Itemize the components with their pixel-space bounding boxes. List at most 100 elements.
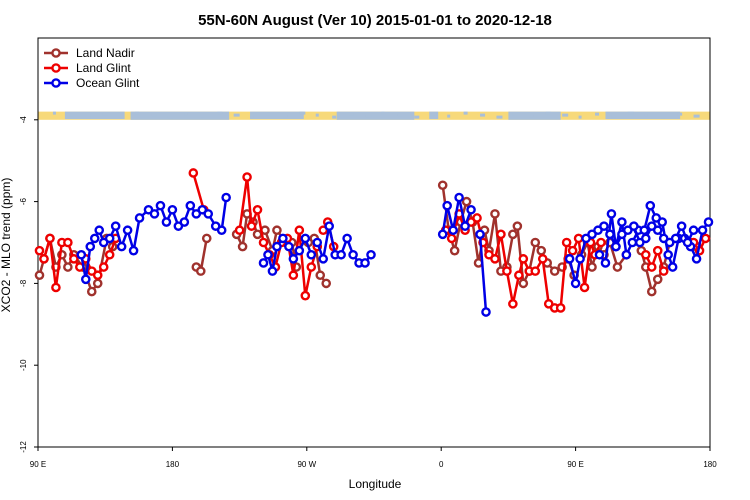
- data-point: [437, 180, 448, 191]
- data-point: [449, 245, 460, 256]
- legend-marker: [51, 48, 61, 58]
- strip-ocean-fleck: [447, 114, 451, 118]
- data-point: [640, 233, 651, 244]
- strip-ocean-fleck: [299, 111, 306, 115]
- data-point: [63, 237, 73, 248]
- series-land-glint: [34, 168, 711, 313]
- data-point: [360, 258, 370, 268]
- strip-ocean-fleck: [233, 113, 240, 117]
- data-point: [490, 209, 500, 219]
- data-point: [300, 290, 311, 301]
- data-point: [272, 241, 282, 252]
- data-point: [688, 225, 699, 236]
- strip-ocean-fleck: [545, 111, 551, 115]
- data-point: [252, 229, 263, 240]
- strip-ocean-fleck: [167, 115, 174, 119]
- strip-ocean-fleck: [512, 112, 516, 116]
- strip-ocean-fleck: [365, 114, 372, 118]
- data-point: [366, 249, 376, 260]
- data-point: [85, 241, 96, 252]
- strip-ocean-fleck: [578, 115, 582, 119]
- data-point: [318, 254, 329, 264]
- data-point: [128, 245, 139, 256]
- data-point: [537, 254, 548, 264]
- data-point: [652, 225, 663, 236]
- data-point: [530, 237, 541, 248]
- data-point: [34, 270, 45, 281]
- data-point: [437, 229, 448, 240]
- data-point: [45, 233, 55, 244]
- strip-ocean-fleck: [200, 114, 205, 118]
- legend-label: Ocean Glint: [76, 76, 140, 90]
- data-point: [645, 200, 656, 211]
- data-point: [587, 262, 597, 272]
- data-point: [512, 221, 523, 231]
- data-point: [300, 233, 311, 244]
- data-point: [348, 249, 358, 260]
- data-point: [188, 168, 199, 178]
- data-point: [216, 225, 227, 236]
- data-point: [676, 221, 687, 231]
- series-layer: [34, 168, 714, 317]
- data-point: [657, 217, 668, 227]
- strip-ocean-fleck: [151, 113, 157, 117]
- data-point: [629, 221, 639, 231]
- legend-label: Land Nadir: [76, 46, 135, 60]
- data-point: [134, 213, 145, 223]
- data-point: [564, 254, 575, 264]
- strip-ocean-fleck: [397, 113, 402, 117]
- data-point: [496, 229, 506, 240]
- data-point: [670, 233, 681, 244]
- data-point: [508, 299, 518, 309]
- data-point: [294, 245, 305, 256]
- data-point: [252, 204, 263, 215]
- strip-ocean-fleck: [85, 115, 91, 119]
- strip-ocean: [605, 111, 681, 120]
- strip-ocean-fleck: [102, 112, 109, 116]
- data-point: [98, 262, 109, 272]
- series-line: [644, 249, 665, 272]
- data-point: [312, 237, 323, 248]
- data-point: [555, 303, 566, 313]
- data-point: [460, 221, 470, 231]
- strip-ocean-fleck: [627, 111, 634, 115]
- x-axis: 90 E 180 90 W 0 90 E 180: [30, 447, 717, 469]
- data-point: [530, 266, 541, 276]
- data-point: [475, 229, 485, 240]
- legend-label: Land Glint: [76, 61, 131, 75]
- series-line: [478, 234, 488, 313]
- chart-title: 55N-60N August (Ver 10) 2015-01-01 to 20…: [198, 12, 552, 29]
- data-point: [596, 237, 606, 248]
- data-point: [155, 200, 166, 211]
- data-point: [514, 270, 524, 281]
- data-point: [518, 278, 529, 289]
- strip-ocean-fleck: [69, 113, 74, 117]
- data-point: [86, 286, 97, 297]
- data-point: [110, 221, 121, 231]
- data-point: [682, 237, 693, 248]
- data-point: [461, 196, 472, 207]
- data-point: [288, 254, 299, 264]
- data-point: [640, 249, 651, 260]
- data-point: [579, 282, 590, 293]
- strip-ocean-fleck: [595, 112, 600, 116]
- strip-ocean-fleck: [315, 113, 319, 117]
- data-point: [612, 262, 623, 272]
- legend-marker: [51, 63, 61, 73]
- data-point: [179, 217, 190, 227]
- data-point: [600, 258, 611, 268]
- strip-ocean-fleck: [496, 115, 503, 119]
- data-point: [342, 233, 352, 244]
- data-point: [454, 192, 464, 203]
- data-point: [221, 192, 231, 203]
- data-point: [201, 233, 212, 244]
- data-point: [700, 233, 711, 244]
- data-point: [324, 221, 335, 231]
- data-point: [573, 233, 584, 244]
- y-axis-label: XCO2 - MLO trend (ppm): [0, 178, 13, 313]
- data-point: [258, 237, 269, 248]
- data-point: [605, 229, 615, 240]
- strip-ocean-fleck: [611, 114, 617, 118]
- data-point: [594, 249, 605, 260]
